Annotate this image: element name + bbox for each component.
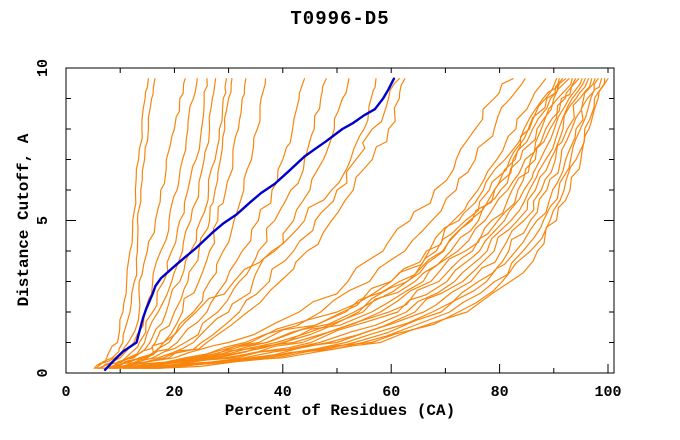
model-curve [138, 78, 580, 369]
x-tick-label: 100 [594, 384, 621, 401]
model-curve [140, 78, 583, 369]
model-curve [96, 78, 186, 369]
x-tick-label: 0 [61, 384, 70, 401]
model-curve [111, 78, 350, 369]
model-curve [146, 78, 593, 369]
highlighted-model-curve [103, 77, 396, 372]
x-tick-label: 80 [491, 384, 509, 401]
model-curve [155, 78, 606, 369]
model-curve [129, 78, 567, 369]
model-curve [116, 78, 514, 369]
model-curve [115, 78, 406, 369]
x-axis-label: Percent of Residues (CA) [224, 402, 456, 420]
model-curve [106, 78, 267, 369]
model-curve [135, 78, 577, 369]
model-curve [98, 78, 208, 369]
model-curve [93, 78, 149, 369]
x-tick-label: 60 [382, 384, 400, 401]
y-tick-label: 5 [35, 216, 52, 225]
model-curve [113, 78, 377, 369]
y-tick-label: 0 [35, 368, 52, 377]
model-curve [142, 78, 586, 369]
model-curve [103, 78, 233, 369]
model-curve [102, 78, 227, 369]
model-curve [157, 78, 609, 369]
model-curve [95, 78, 156, 369]
model-curve [104, 78, 247, 369]
x-tick-label: 20 [165, 384, 183, 401]
y-axis-label: Distance Cutoff, A [15, 133, 33, 307]
model-curve [148, 78, 596, 369]
model-curve [127, 78, 564, 369]
model-curve [119, 78, 526, 369]
model-curve [109, 78, 327, 369]
y-tick-label: 10 [35, 59, 52, 77]
model-curve [124, 78, 560, 369]
x-tick-label: 40 [274, 384, 292, 401]
model-curve [114, 78, 400, 369]
model-curve [108, 78, 306, 369]
chart-title: T0996-D5 [290, 8, 390, 30]
model-curve [153, 78, 603, 369]
model-curve [131, 78, 570, 369]
model-curve [100, 78, 217, 369]
